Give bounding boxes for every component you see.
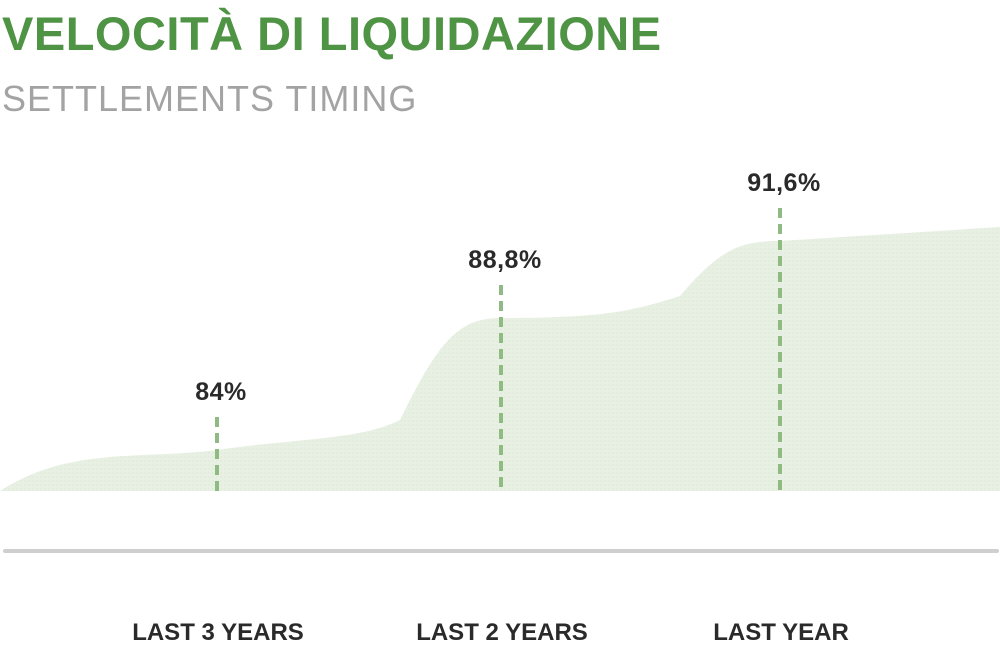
category-label-1: LAST 3 YEARS	[132, 619, 304, 646]
category-label-2: LAST 2 YEARS	[416, 619, 588, 646]
chart-subtitle: SETTLEMENTS TIMING	[2, 78, 418, 119]
value-label-1: 84%	[195, 378, 247, 406]
category-label-3: LAST YEAR	[713, 619, 849, 646]
chart-title: VELOCITÀ DI LIQUIDAZIONE	[2, 7, 662, 60]
value-label-2: 88,8%	[468, 246, 541, 274]
value-label-3: 91,6%	[747, 169, 820, 197]
